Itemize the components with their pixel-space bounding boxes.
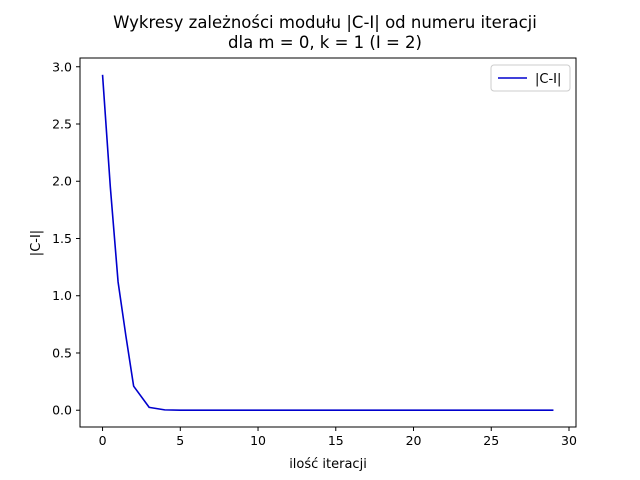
x-tick-label: 25: [483, 433, 499, 448]
x-axis-ticks: 0 5 10 15 20 25 30: [99, 427, 577, 448]
y-tick-label: 1.5: [52, 231, 72, 246]
y-tick-label: 2.5: [52, 117, 72, 132]
y-tick-label: 1.0: [52, 288, 72, 303]
x-tick-label: 5: [176, 433, 184, 448]
y-tick-label: 0.0: [52, 403, 72, 418]
y-axis-ticks: 0.0 0.5 1.0 1.5 2.0 2.5 3.0: [52, 59, 80, 418]
x-tick-label: 0: [99, 433, 107, 448]
plot-lines: [101, 74, 554, 412]
legend: |C-I|: [490, 64, 571, 92]
y-axis-label: |C-I|: [29, 230, 44, 256]
y-tick-label: 3.0: [52, 59, 72, 74]
x-tick-label: 10: [250, 433, 266, 448]
plot-area-frame: [79, 57, 577, 428]
x-tick-label: 30: [561, 433, 577, 448]
legend-label: |C-I|: [535, 72, 561, 87]
x-axis-label: ilość iteracji: [289, 457, 367, 472]
x-tick-label: 20: [406, 433, 422, 448]
chart-title-line2: dla m = 0, k = 1 (I = 2): [228, 33, 422, 52]
legend-box: [490, 64, 571, 92]
y-tick-label: 2.0: [52, 174, 72, 189]
x-tick-label: 15: [328, 433, 344, 448]
chart-title-line1: Wykresy zależności modułu |C-I| od numer…: [113, 13, 537, 32]
series-line: [101, 74, 554, 412]
y-tick-label: 0.5: [52, 345, 72, 360]
